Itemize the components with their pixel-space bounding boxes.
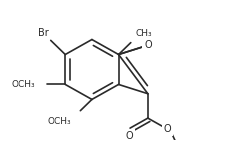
Text: O: O [163,124,171,134]
Text: OCH₃: OCH₃ [12,80,36,89]
Text: CH₃: CH₃ [135,29,151,38]
Text: O: O [125,131,132,141]
Text: O: O [143,40,151,50]
Text: Br: Br [38,28,48,38]
Text: OCH₃: OCH₃ [47,117,71,126]
